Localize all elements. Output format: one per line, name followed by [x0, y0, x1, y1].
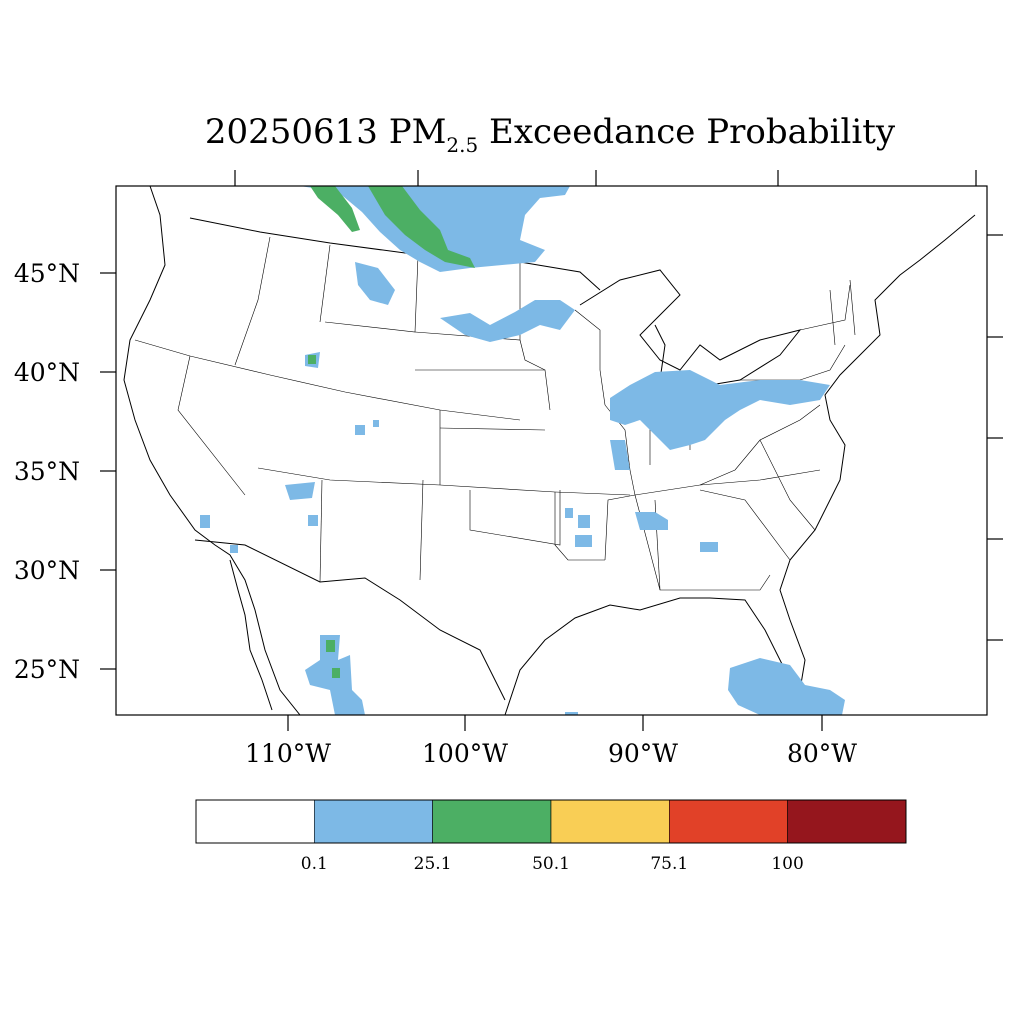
- great-lakes: [579, 269, 802, 386]
- prob-areas-mid: [308, 186, 475, 678]
- us-west-coast: [123, 186, 301, 715]
- prob-areas-low: [200, 186, 845, 715]
- boundaries-layer: [123, 186, 976, 715]
- lon-label-80: 80°W: [787, 739, 857, 768]
- colorbar-box-0: [195, 799, 315, 844]
- colorbar-label-0: 0.1: [301, 854, 328, 874]
- colorbar: 0.1 25.1 50.1 75.1 100: [195, 799, 907, 874]
- gulf-coast: [504, 214, 976, 715]
- colorbar-label-3: 75.1: [650, 854, 688, 874]
- colorbar-box-2: [432, 799, 552, 844]
- lat-label-45: 45°N: [14, 259, 80, 288]
- map-frame: [115, 185, 988, 716]
- map-content: [123, 186, 976, 715]
- map-title: 20250613 PM2.5 Exceedance Probability: [205, 112, 896, 157]
- colorbar-box-5: [787, 799, 907, 844]
- lat-label-25: 25°N: [14, 655, 80, 684]
- longitude-labels: 110°W 100°W 90°W 80°W: [245, 739, 857, 768]
- colorbar-outline: [195, 799, 907, 844]
- colorbar-label-1: 25.1: [414, 854, 452, 874]
- colorbar-box-1: [313, 799, 433, 844]
- lon-label-110: 110°W: [245, 739, 331, 768]
- lat-label-35: 35°N: [14, 457, 80, 486]
- colorbar-label-4: 100: [771, 854, 803, 874]
- latitude-labels: 45°N 40°N 35°N 30°N 25°N: [14, 259, 80, 684]
- lat-label-30: 30°N: [14, 556, 80, 585]
- colorbar-box-3: [550, 799, 670, 844]
- lon-label-90: 90°W: [608, 739, 678, 768]
- colorbar-label-2: 50.1: [532, 854, 570, 874]
- baja-coast: [229, 559, 273, 711]
- colorbar-box-4: [668, 799, 788, 844]
- lon-label-100: 100°W: [422, 739, 508, 768]
- axis-ticks: [100, 170, 1003, 731]
- lat-label-40: 40°N: [14, 358, 80, 387]
- mexico-border: [194, 539, 506, 701]
- state-lines-layer: [134, 236, 856, 591]
